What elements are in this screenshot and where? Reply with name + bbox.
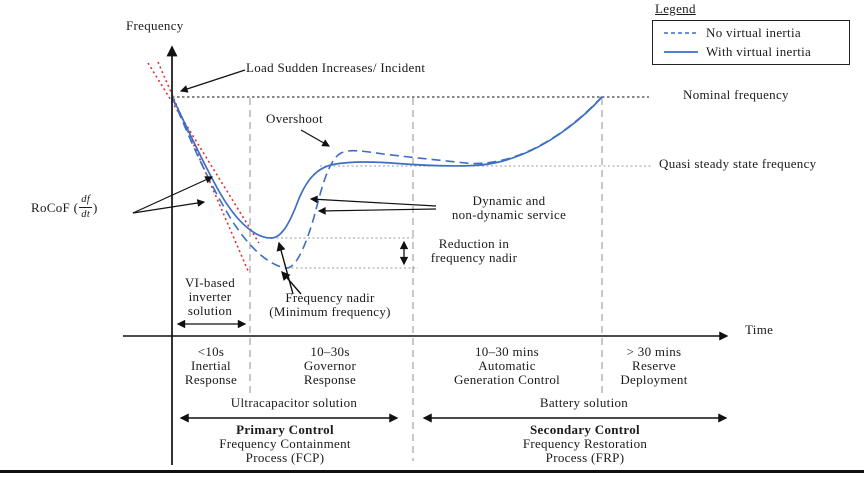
secondary-control-title: Secondary Control bbox=[530, 422, 640, 437]
incident-label: Load Sudden Increases/ Incident bbox=[246, 60, 426, 75]
legend-box: No virtual inertia With virtual inertia bbox=[652, 20, 850, 65]
solid-line-sample-icon bbox=[664, 51, 698, 53]
band-name-line1: Inertial bbox=[191, 358, 231, 373]
rocof-tangent-no-vi bbox=[157, 61, 250, 274]
dynamic-service-arrow-lower bbox=[317, 206, 437, 215]
frequency-nadir-line1: Frequency nadir bbox=[285, 290, 375, 305]
rocof-suffix: ) bbox=[93, 199, 98, 215]
vi-based-solution-label: VI-based inverter solution bbox=[185, 276, 235, 318]
nadir-arrow-solid bbox=[276, 241, 294, 295]
legend: Legend No virtual inertia With virtual i… bbox=[652, 1, 850, 65]
band-duration: 10–30 mins bbox=[474, 344, 540, 359]
time-axis-label: Time bbox=[745, 322, 774, 337]
band-name-line1: Automatic bbox=[478, 358, 536, 373]
quasi-steady-state-label: Quasi steady state frequency bbox=[659, 156, 817, 171]
dynamic-service-line2: non-dynamic service bbox=[451, 207, 567, 222]
band-name-line1: Governor bbox=[303, 358, 357, 373]
band-reserve-deployment: > 30 mins Reserve Deployment bbox=[620, 345, 687, 387]
rocof-denominator: dt bbox=[81, 208, 91, 220]
rocof-arrow-upper bbox=[132, 176, 214, 214]
rocof-tangent-with-vi bbox=[147, 62, 260, 244]
primary-control-label: Primary Control Frequency Containment Pr… bbox=[219, 423, 351, 465]
dynamic-service-line1: Dynamic and bbox=[472, 193, 546, 208]
secondary-control-line2: Frequency Restoration bbox=[522, 436, 648, 451]
band-name-line2: Response bbox=[184, 372, 238, 387]
curve-no-virtual-inertia bbox=[171, 95, 603, 269]
dashed-line-sample-icon bbox=[664, 32, 698, 34]
nominal-frequency-label: Nominal frequency bbox=[683, 87, 789, 102]
band-name-line2: Deployment bbox=[620, 372, 688, 387]
band-inertial-response: <10s Inertial Response bbox=[185, 345, 237, 387]
secondary-control-line3: Process (FRP) bbox=[545, 450, 625, 465]
band-name-line1: Reserve bbox=[632, 358, 676, 373]
rocof-prefix: RoCoF ( bbox=[31, 199, 79, 215]
vi-based-line3: solution bbox=[187, 303, 233, 318]
vi-based-line2: inverter bbox=[188, 289, 232, 304]
dynamic-service-label: Dynamic and non-dynamic service bbox=[452, 194, 566, 222]
secondary-control-label: Secondary Control Frequency Restoration … bbox=[523, 423, 647, 465]
rocof-arrow-lower bbox=[132, 199, 206, 214]
nadir-arrow-dashed bbox=[281, 270, 302, 295]
rocof-numerator: df bbox=[79, 194, 93, 208]
ultracapacitor-solution-label: Ultracapacitor solution bbox=[230, 395, 358, 410]
primary-control-line2: Frequency Containment bbox=[219, 436, 351, 451]
nadir-reduction-line2: frequency nadir bbox=[430, 250, 518, 265]
nadir-reduction-line1: Reduction in bbox=[438, 236, 510, 251]
band-governor-response: 10–30s Governor Response bbox=[304, 345, 356, 387]
battery-solution-label: Battery solution bbox=[539, 395, 629, 410]
legend-item-no-virtual-inertia: No virtual inertia bbox=[663, 25, 849, 41]
overshoot-arrow bbox=[300, 129, 331, 147]
band-duration: > 30 mins bbox=[626, 344, 682, 359]
band-name-line2: Response bbox=[303, 372, 357, 387]
band-duration: 10–30s bbox=[310, 344, 350, 359]
band-duration: <10s bbox=[197, 344, 225, 359]
bottom-border-rule bbox=[0, 470, 864, 473]
legend-title: Legend bbox=[655, 1, 696, 16]
primary-control-line3: Process (FCP) bbox=[245, 450, 325, 465]
primary-control-title: Primary Control bbox=[236, 422, 334, 437]
vi-based-line1: VI-based bbox=[184, 275, 236, 290]
legend-item-label: No virtual inertia bbox=[706, 25, 801, 40]
nadir-reduction-label: Reduction in frequency nadir bbox=[431, 237, 517, 265]
frequency-nadir-line2: (Minimum frequency) bbox=[269, 304, 391, 319]
overshoot-label: Overshoot bbox=[266, 111, 323, 126]
frequency-axis-label: Frequency bbox=[126, 18, 184, 33]
frequency-nadir-label: Frequency nadir (Minimum frequency) bbox=[269, 291, 391, 319]
band-name-line2: Generation Control bbox=[453, 372, 561, 387]
rocof-label: RoCoF ( df dt ) bbox=[31, 194, 98, 220]
legend-item-with-virtual-inertia: With virtual inertia bbox=[663, 44, 849, 60]
band-automatic-generation-control: 10–30 mins Automatic Generation Control bbox=[454, 345, 560, 387]
dynamic-service-arrow-upper bbox=[309, 195, 437, 207]
incident-arrow bbox=[179, 69, 246, 93]
legend-item-label: With virtual inertia bbox=[706, 44, 812, 59]
rocof-fraction: df dt bbox=[79, 194, 93, 220]
